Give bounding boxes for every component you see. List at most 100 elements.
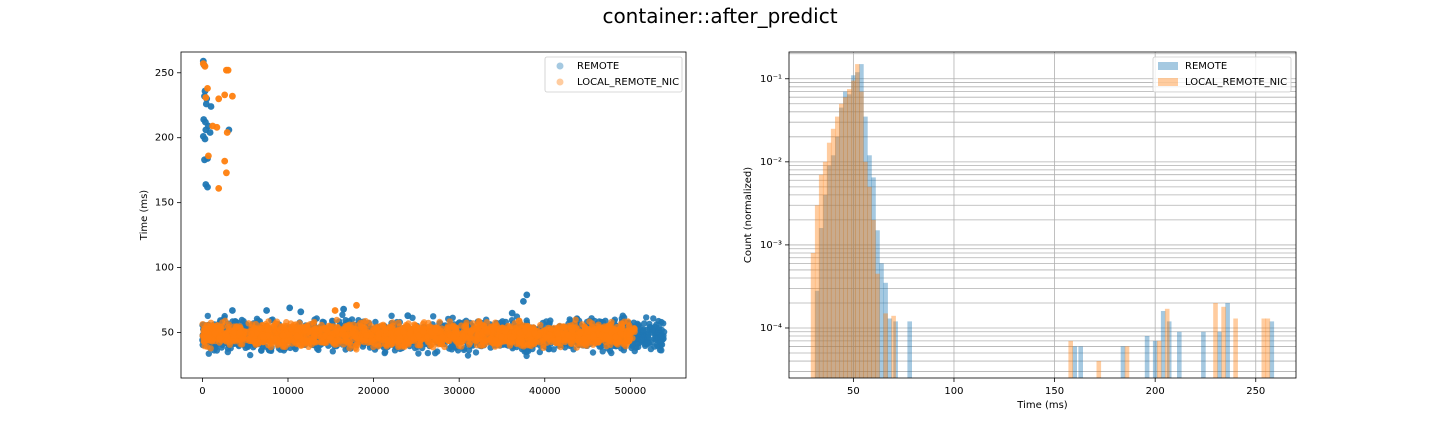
scatter-point-remote xyxy=(649,326,656,333)
histogram-plot xyxy=(785,51,1297,382)
histogram-bar-remote xyxy=(867,155,872,378)
scatter-point-remote xyxy=(635,343,642,351)
scatter-point-local-remote-nic xyxy=(517,338,524,346)
scatter-point-local-remote-nic xyxy=(509,334,517,342)
scatter-point-local-remote-nic xyxy=(236,329,244,336)
histogram-bar-remote xyxy=(830,155,836,378)
x-tick-label: 200 xyxy=(1146,386,1165,397)
scatter-point-local-remote-nic xyxy=(259,333,267,340)
scatter-point-local-remote-nic xyxy=(216,335,224,342)
scatter-point-remote xyxy=(206,129,214,136)
scatter-point-local-remote-nic xyxy=(370,343,377,350)
scatter-point-remote xyxy=(240,318,247,325)
scatter-point-local-remote-nic xyxy=(406,330,414,337)
scatter-point-local-remote-nic xyxy=(612,333,619,341)
scatter-point-local-remote-nic xyxy=(471,336,479,344)
scatter-point-local-remote-nic xyxy=(443,324,451,332)
histogram-bar-remote xyxy=(843,91,848,378)
scatter-point-local-remote-nic xyxy=(521,322,528,329)
scatter-point-remote xyxy=(204,183,211,191)
scatter-point-local-remote-nic xyxy=(389,322,397,329)
histogram-bar-remote xyxy=(1201,331,1206,378)
scatter-point-local-remote-nic xyxy=(221,91,229,99)
scatter-point-local-remote-nic xyxy=(414,342,421,349)
scatter-point-local-remote-nic xyxy=(455,339,462,346)
scatter-point-local-remote-nic xyxy=(396,323,403,330)
histogram-bar-remote xyxy=(863,116,868,378)
y-tick-label: 250 xyxy=(155,68,174,79)
histogram-bar-local-remote-nic xyxy=(851,80,856,378)
scatter-point-local-remote-nic xyxy=(205,152,212,160)
scatter-point-local-remote-nic xyxy=(425,319,432,327)
legend-label: LOCAL_REMOTE_NIC xyxy=(577,77,679,88)
scatter-point-remote xyxy=(619,312,626,319)
scatter-point-local-remote-nic xyxy=(238,341,246,348)
y-tick-label: 150 xyxy=(155,198,174,209)
histogram-bar-remote xyxy=(835,136,840,378)
scatter-point-local-remote-nic xyxy=(369,337,376,344)
histogram-bar-remote xyxy=(871,177,876,378)
scatter-point-local-remote-nic xyxy=(423,333,431,341)
histogram-y-axis-label: Count (normalized) xyxy=(743,167,754,263)
scatter-point-local-remote-nic xyxy=(576,338,583,345)
legend-label: REMOTE xyxy=(1185,61,1227,72)
scatter-point-local-remote-nic xyxy=(202,94,210,101)
scatter-point-local-remote-nic xyxy=(224,66,232,74)
scatter-point-local-remote-nic xyxy=(612,326,619,334)
scatter-point-local-remote-nic xyxy=(438,325,445,332)
scatter-point-local-remote-nic xyxy=(215,95,223,103)
scatter-point-local-remote-nic xyxy=(275,340,282,348)
histogram-bar-local-remote-nic xyxy=(875,273,880,378)
scatter-point-local-remote-nic xyxy=(239,335,246,342)
scatter-marks xyxy=(199,57,668,360)
scatter-point-local-remote-nic xyxy=(499,324,506,331)
histogram-bar-local-remote-nic xyxy=(814,205,820,378)
scatter-point-local-remote-nic xyxy=(483,329,491,336)
scatter-point-remote xyxy=(602,317,609,324)
scatter-point-local-remote-nic xyxy=(554,330,561,337)
scatter-point-local-remote-nic xyxy=(299,341,307,349)
histogram-bar-local-remote-nic xyxy=(818,174,824,378)
scatter-point-remote xyxy=(652,335,659,342)
scatter-point-local-remote-nic xyxy=(357,323,364,330)
scatter-point-local-remote-nic xyxy=(415,332,422,340)
scatter-point-local-remote-nic xyxy=(608,321,615,328)
scatter-point-remote xyxy=(643,314,650,321)
scatter-point-local-remote-nic xyxy=(363,332,370,339)
scatter-point-local-remote-nic xyxy=(415,324,422,332)
scatter-point-local-remote-nic xyxy=(496,339,503,346)
scatter-point-local-remote-nic xyxy=(201,327,208,334)
legend-label: LOCAL_REMOTE_NIC xyxy=(1185,77,1287,88)
scatter-point-remote xyxy=(523,352,530,360)
scatter-point-local-remote-nic xyxy=(333,316,340,324)
histogram-bar-local-remote-nic xyxy=(859,91,864,378)
histogram-bar-local-remote-nic xyxy=(1156,340,1162,378)
scatter-point-remote xyxy=(297,308,305,316)
scatter-point-remote xyxy=(388,312,395,319)
scatter-point-local-remote-nic xyxy=(590,333,597,340)
scatter-point-remote xyxy=(520,298,527,305)
scatter-point-local-remote-nic xyxy=(547,325,554,332)
scatter-point-local-remote-nic xyxy=(549,337,556,344)
scatter-point-local-remote-nic xyxy=(224,323,232,330)
histogram-bar-local-remote-nic xyxy=(891,315,896,378)
histogram-bar-remote xyxy=(822,194,828,378)
x-tick-label: 20000 xyxy=(358,386,390,397)
scatter-point-remote xyxy=(232,318,239,325)
scatter-point-local-remote-nic xyxy=(400,328,407,335)
scatter-plot xyxy=(177,51,687,382)
legend-label: REMOTE xyxy=(577,61,619,72)
histogram-bar-remote xyxy=(1177,331,1182,378)
histogram-bar-local-remote-nic xyxy=(1164,308,1170,378)
x-tick-label: 150 xyxy=(1045,386,1064,397)
scatter-point-local-remote-nic xyxy=(211,330,219,337)
scatter-point-local-remote-nic xyxy=(311,325,319,333)
scatter-point-local-remote-nic xyxy=(459,332,467,340)
histogram-bar-local-remote-nic xyxy=(835,116,840,378)
scatter-point-local-remote-nic xyxy=(434,341,442,348)
histogram-bar-local-remote-nic xyxy=(1124,346,1130,378)
scatter-point-remote xyxy=(207,103,215,110)
scatter-frame xyxy=(180,51,687,379)
histogram-bar-remote xyxy=(855,72,860,378)
scatter-point-remote xyxy=(430,313,437,320)
